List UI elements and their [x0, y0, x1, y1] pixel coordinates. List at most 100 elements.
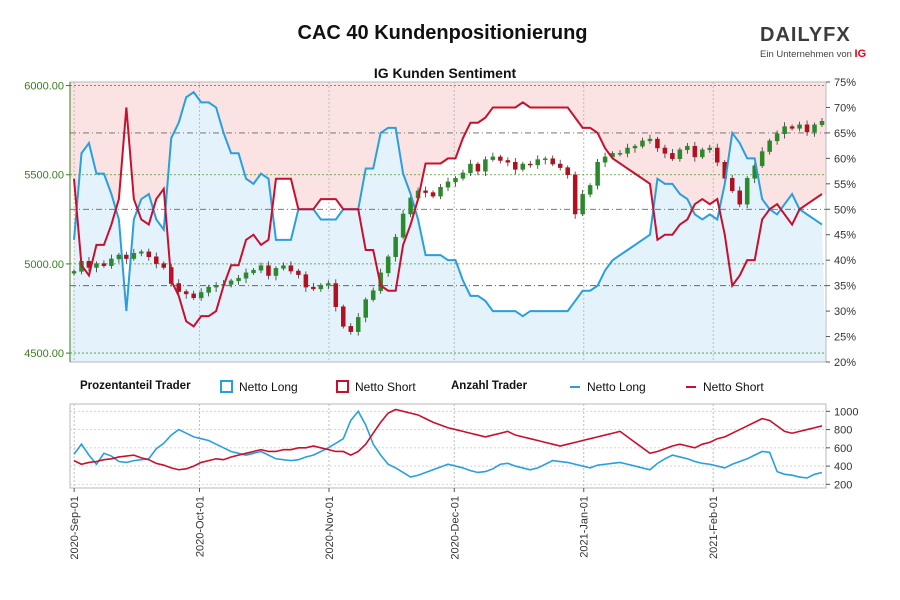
candle-body-16 — [191, 293, 196, 299]
candle-body-15 — [183, 291, 189, 295]
legend-count-long-label: Netto Long — [587, 380, 646, 394]
candle-body-42 — [385, 256, 391, 274]
candle-body-31 — [303, 274, 309, 288]
candle-body-83 — [692, 145, 698, 158]
pct-tick-label-2: 30% — [834, 306, 856, 318]
candle-body-7 — [124, 254, 129, 259]
legend-pct-short-swatch — [336, 380, 349, 393]
candle-body-86 — [715, 147, 720, 163]
candle-body-14 — [176, 283, 181, 292]
candle-body-39 — [363, 299, 368, 318]
candle-body-49 — [438, 186, 443, 197]
count-tick-label-1: 400 — [834, 461, 852, 473]
legend-count-short-label: Netto Short — [703, 380, 764, 394]
candle-body-28 — [281, 265, 286, 269]
candle-body-57 — [498, 156, 503, 161]
pct-tick-label-6: 50% — [834, 204, 856, 216]
candle-body-36 — [341, 306, 346, 327]
pct-short-line — [73, 101, 823, 328]
count-tick-label-3: 800 — [834, 425, 852, 437]
candle-body-52 — [460, 172, 466, 179]
candle-body-78 — [655, 138, 660, 149]
x-tick-label-2: 2020-Nov-01 — [324, 496, 336, 560]
candle-body-6 — [116, 254, 122, 260]
candle-body-89 — [737, 190, 742, 205]
count-tick-label-4: 1000 — [834, 406, 858, 418]
candle-body-64 — [550, 158, 555, 165]
candle-body-44 — [400, 213, 406, 238]
candle-body-10 — [146, 251, 152, 258]
candle-body-61 — [528, 163, 533, 166]
candle-body-56 — [490, 156, 496, 160]
ig-logo-text: IG — [854, 48, 867, 60]
candle-body-100 — [819, 120, 825, 126]
legend-count-long: Netto Long — [570, 380, 646, 394]
candle-body-24 — [251, 269, 256, 274]
legend-count-heading: Anzahl Trader — [451, 380, 528, 392]
candle-body-80 — [670, 153, 675, 159]
candle-body-55 — [483, 159, 488, 172]
x-tick-label-0: 2020-Sep-01 — [69, 496, 81, 560]
chart-title: CAC 40 Kundenpositionierung — [297, 22, 588, 44]
price-tick-label-1: 5000.00 — [24, 259, 64, 271]
pct-tick-label-11: 75% — [834, 77, 856, 89]
candle-body-35 — [333, 283, 339, 307]
candle-body-47 — [423, 190, 428, 193]
candle-body-96 — [789, 126, 795, 129]
pct-tick-label-4: 40% — [834, 255, 856, 267]
legend: Prozentanteil Trader Netto Long Netto Sh… — [80, 380, 840, 396]
candle-body-3 — [94, 263, 99, 268]
candle-body-0 — [71, 271, 77, 274]
candle-body-53 — [468, 163, 473, 174]
candle-body-67 — [572, 174, 578, 215]
pct-tick-label-5: 45% — [834, 230, 856, 242]
candle-body-68 — [580, 194, 585, 215]
candle-body-81 — [677, 149, 683, 159]
candle-body-23 — [243, 272, 249, 279]
candle-body-88 — [729, 178, 735, 192]
candle-body-32 — [311, 286, 316, 290]
candle-body-27 — [273, 268, 279, 276]
candle-body-82 — [685, 145, 690, 151]
candle-body-76 — [640, 140, 645, 147]
candle-body-77 — [647, 138, 653, 142]
candle-body-84 — [700, 149, 705, 158]
candle-body-79 — [662, 147, 668, 154]
legend-pct-long: Netto Long — [220, 380, 298, 394]
logo-tagline-text: Ein Unternehmen von — [760, 49, 852, 60]
legend-pct-short-label: Netto Short — [355, 380, 416, 394]
pct-long-line — [73, 90, 823, 318]
x-tick-label-4: 2021-Jan-01 — [579, 496, 591, 558]
pct-tick-label-9: 65% — [834, 128, 856, 140]
candle-body-75 — [632, 145, 638, 149]
candle-body-66 — [565, 167, 570, 175]
candle-body-93 — [767, 140, 772, 152]
candle-body-98 — [804, 124, 810, 133]
legend-pct-heading: Prozentanteil Trader — [80, 380, 191, 392]
candle-body-85 — [707, 147, 713, 151]
candle-body-29 — [288, 265, 294, 272]
candle-body-65 — [557, 163, 563, 168]
chart-subtitle: IG Kunden Sentiment — [373, 65, 517, 81]
legend-pct-long-label: Netto Long — [239, 380, 298, 394]
x-tick-label-5: 2021-Feb-01 — [708, 496, 720, 559]
candle-body-19 — [213, 285, 219, 288]
candle-body-5 — [109, 258, 114, 266]
candle-body-48 — [430, 192, 436, 197]
candle-body-11 — [154, 256, 159, 264]
logo-tagline: Ein Unternehmen von IG — [760, 48, 866, 60]
candle-body-26 — [266, 265, 271, 276]
candle-body-63 — [542, 158, 548, 160]
legend-count-short: Netto Short — [686, 380, 764, 394]
candle-body-99 — [812, 124, 817, 133]
candle-body-33 — [318, 285, 324, 290]
candle-body-43 — [393, 236, 398, 258]
legend-pct-long-swatch — [220, 380, 233, 393]
pct-tick-label-3: 35% — [834, 281, 856, 293]
candle-body-21 — [228, 280, 234, 285]
candle-body-38 — [355, 317, 361, 332]
short-fill-area — [70, 82, 826, 327]
pct-tick-label-8: 60% — [834, 153, 856, 165]
candle-body-74 — [625, 147, 630, 154]
